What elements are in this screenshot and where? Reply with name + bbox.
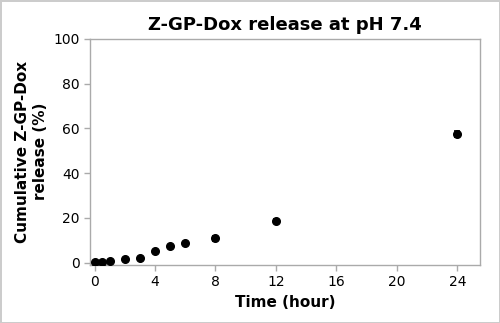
X-axis label: Time (hour): Time (hour): [235, 295, 335, 310]
Y-axis label: Cumulative Z-GP-Dox
release (%): Cumulative Z-GP-Dox release (%): [16, 61, 48, 243]
Title: Z-GP-Dox release at pH 7.4: Z-GP-Dox release at pH 7.4: [148, 16, 422, 35]
